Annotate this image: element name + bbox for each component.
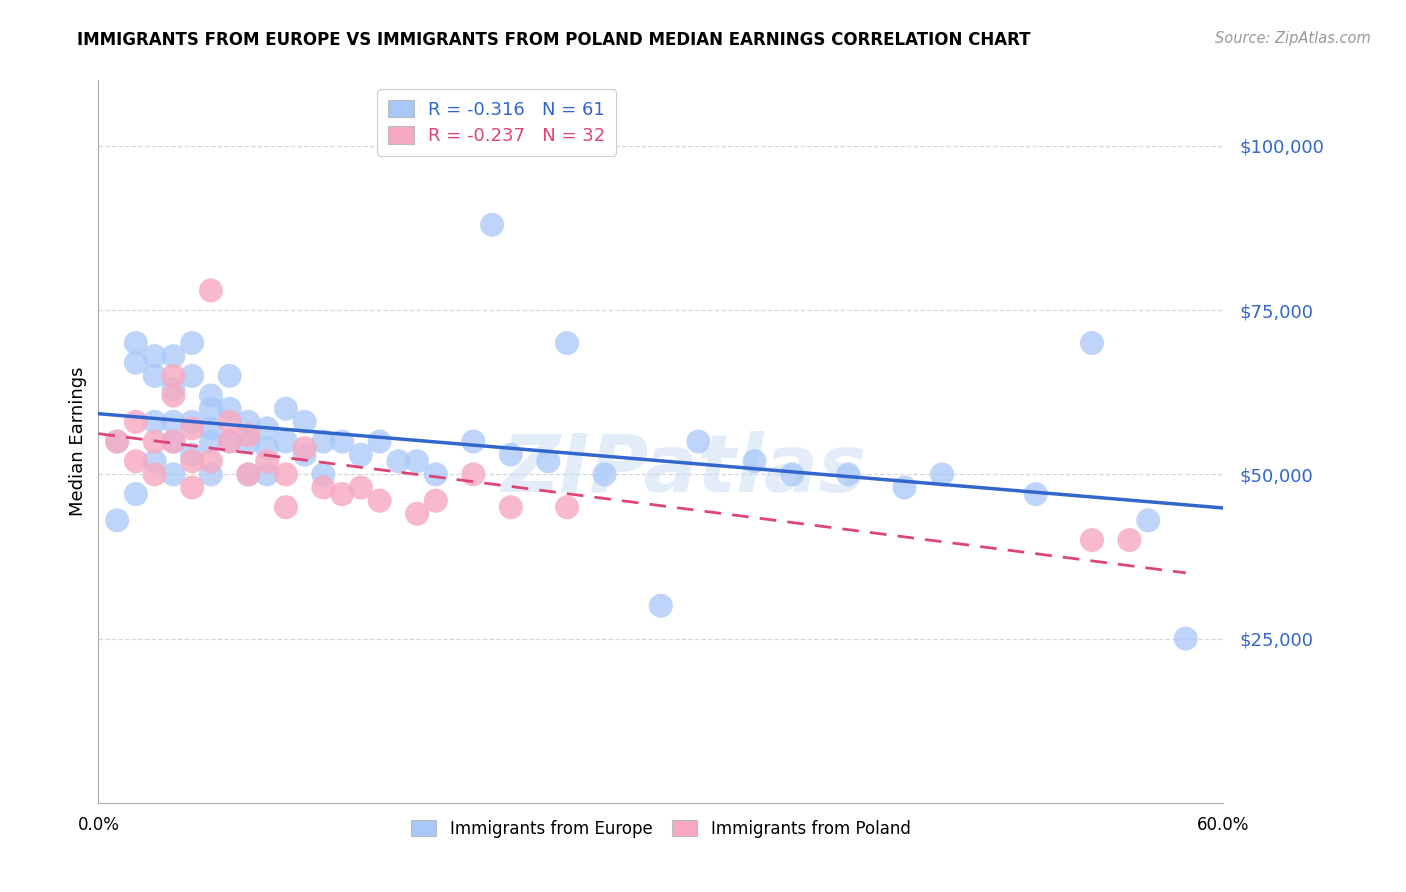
Point bbox=[274, 434, 297, 449]
Point bbox=[181, 481, 204, 495]
Point bbox=[537, 454, 560, 468]
Point bbox=[1025, 487, 1047, 501]
Point bbox=[162, 467, 184, 482]
Point bbox=[143, 368, 166, 383]
Point bbox=[162, 349, 184, 363]
Point bbox=[105, 434, 128, 449]
Point bbox=[125, 336, 148, 351]
Point bbox=[218, 401, 240, 416]
Point bbox=[162, 434, 184, 449]
Legend: Immigrants from Europe, Immigrants from Poland: Immigrants from Europe, Immigrants from … bbox=[404, 812, 918, 847]
Point bbox=[406, 507, 429, 521]
Y-axis label: Median Earnings: Median Earnings bbox=[69, 367, 87, 516]
Point bbox=[1118, 533, 1140, 547]
Point bbox=[105, 434, 128, 449]
Point bbox=[330, 434, 353, 449]
Point bbox=[218, 434, 240, 449]
Point bbox=[294, 415, 316, 429]
Point bbox=[425, 493, 447, 508]
Point bbox=[143, 467, 166, 482]
Point bbox=[744, 454, 766, 468]
Point bbox=[125, 454, 148, 468]
Point bbox=[238, 428, 260, 442]
Point bbox=[650, 599, 672, 613]
Point bbox=[181, 454, 204, 468]
Point bbox=[893, 481, 915, 495]
Point bbox=[181, 368, 204, 383]
Point bbox=[312, 481, 335, 495]
Point bbox=[368, 434, 391, 449]
Point bbox=[350, 481, 373, 495]
Point bbox=[312, 434, 335, 449]
Point bbox=[181, 448, 204, 462]
Point bbox=[162, 415, 184, 429]
Point bbox=[162, 388, 184, 402]
Point bbox=[425, 467, 447, 482]
Point bbox=[593, 467, 616, 482]
Point bbox=[105, 513, 128, 527]
Point bbox=[162, 434, 184, 449]
Point bbox=[200, 401, 222, 416]
Point bbox=[274, 467, 297, 482]
Point bbox=[181, 415, 204, 429]
Point bbox=[181, 421, 204, 435]
Point bbox=[238, 415, 260, 429]
Point bbox=[330, 487, 353, 501]
Point bbox=[1174, 632, 1197, 646]
Point bbox=[200, 454, 222, 468]
Point bbox=[256, 441, 278, 455]
Point bbox=[274, 401, 297, 416]
Point bbox=[294, 441, 316, 455]
Point bbox=[256, 421, 278, 435]
Text: ZIPatlas: ZIPatlas bbox=[501, 432, 866, 509]
Point bbox=[1081, 533, 1104, 547]
Point bbox=[143, 415, 166, 429]
Point bbox=[481, 218, 503, 232]
Point bbox=[499, 448, 522, 462]
Point bbox=[387, 454, 409, 468]
Point bbox=[200, 467, 222, 482]
Point bbox=[218, 415, 240, 429]
Point bbox=[200, 434, 222, 449]
Point bbox=[555, 500, 578, 515]
Point bbox=[294, 448, 316, 462]
Point bbox=[218, 368, 240, 383]
Point bbox=[125, 415, 148, 429]
Point bbox=[238, 467, 260, 482]
Point bbox=[162, 382, 184, 396]
Point bbox=[181, 336, 204, 351]
Point bbox=[256, 467, 278, 482]
Point bbox=[1081, 336, 1104, 351]
Point bbox=[200, 284, 222, 298]
Point bbox=[463, 434, 485, 449]
Point bbox=[162, 368, 184, 383]
Point bbox=[499, 500, 522, 515]
Point bbox=[312, 467, 335, 482]
Point bbox=[125, 487, 148, 501]
Point bbox=[350, 448, 373, 462]
Point bbox=[200, 421, 222, 435]
Point bbox=[256, 454, 278, 468]
Text: IMMIGRANTS FROM EUROPE VS IMMIGRANTS FROM POLAND MEDIAN EARNINGS CORRELATION CHA: IMMIGRANTS FROM EUROPE VS IMMIGRANTS FRO… bbox=[77, 31, 1031, 49]
Point bbox=[688, 434, 710, 449]
Point bbox=[463, 467, 485, 482]
Point bbox=[274, 500, 297, 515]
Point bbox=[931, 467, 953, 482]
Point bbox=[238, 434, 260, 449]
Point bbox=[555, 336, 578, 351]
Point bbox=[200, 388, 222, 402]
Point bbox=[218, 434, 240, 449]
Point bbox=[1137, 513, 1160, 527]
Text: Source: ZipAtlas.com: Source: ZipAtlas.com bbox=[1215, 31, 1371, 46]
Point bbox=[238, 467, 260, 482]
Point bbox=[143, 454, 166, 468]
Point bbox=[406, 454, 429, 468]
Point bbox=[837, 467, 859, 482]
Point bbox=[143, 434, 166, 449]
Point bbox=[143, 349, 166, 363]
Point bbox=[368, 493, 391, 508]
Point bbox=[780, 467, 803, 482]
Point bbox=[125, 356, 148, 370]
